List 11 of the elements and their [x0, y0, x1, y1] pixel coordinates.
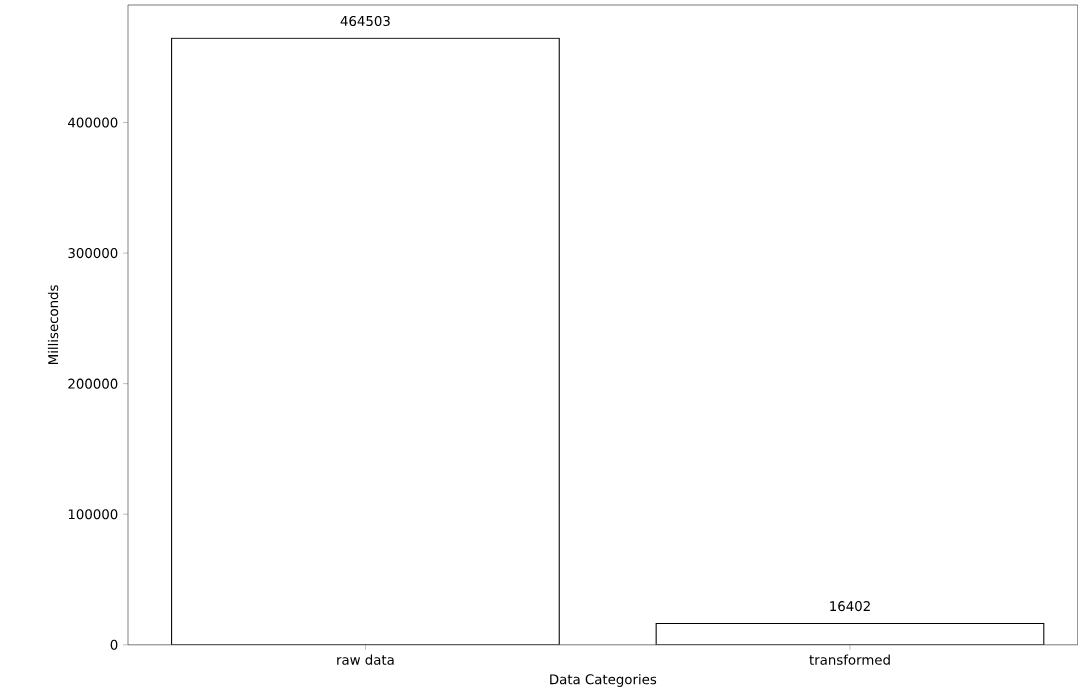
- data-label: 464503: [340, 16, 390, 27]
- x-axis-title: Data Categories: [550, 674, 657, 688]
- y-axis-title: Milliseconds: [47, 285, 59, 365]
- y-tick-label: 0: [110, 639, 118, 650]
- y-tick-label: 200000: [68, 378, 118, 389]
- x-tick-label: transformed: [809, 654, 890, 665]
- y-tick-label: 400000: [68, 117, 118, 128]
- data-label: 16402: [830, 601, 870, 612]
- y-tick-label: 100000: [68, 509, 118, 520]
- x-tick-label: raw data: [337, 654, 394, 665]
- y-tick-label: 300000: [68, 248, 118, 259]
